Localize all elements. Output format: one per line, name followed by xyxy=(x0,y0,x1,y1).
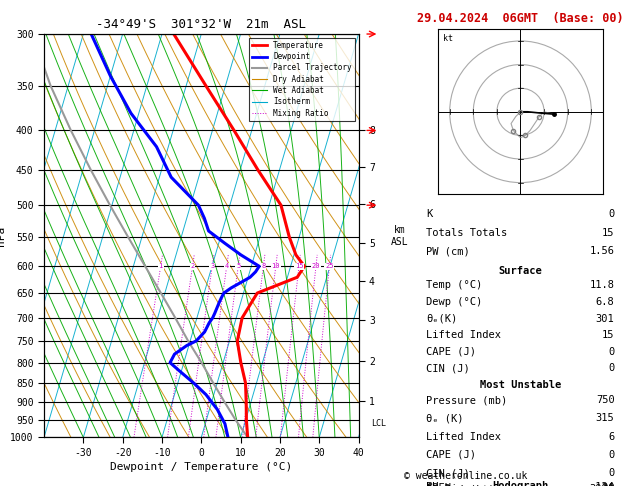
Text: PW (cm): PW (cm) xyxy=(426,246,470,256)
Text: © weatheronline.co.uk: © weatheronline.co.uk xyxy=(404,471,527,481)
Text: 1: 1 xyxy=(159,263,163,269)
Text: 20: 20 xyxy=(312,263,320,269)
Text: 0: 0 xyxy=(608,469,615,478)
Text: 2: 2 xyxy=(191,263,194,269)
Text: 315: 315 xyxy=(596,414,615,423)
Text: 8: 8 xyxy=(261,263,265,269)
Text: 11.8: 11.8 xyxy=(589,280,615,291)
Text: 5: 5 xyxy=(236,263,240,269)
Text: Lifted Index: Lifted Index xyxy=(426,330,501,340)
Text: Dewp (°C): Dewp (°C) xyxy=(426,297,482,307)
Text: SREH: SREH xyxy=(426,483,452,486)
Text: 301: 301 xyxy=(596,313,615,324)
Text: 6.8: 6.8 xyxy=(596,297,615,307)
Text: 750: 750 xyxy=(596,395,615,405)
Text: CIN (J): CIN (J) xyxy=(426,469,470,478)
Text: CAPE (J): CAPE (J) xyxy=(426,347,476,357)
Text: Totals Totals: Totals Totals xyxy=(426,228,508,238)
Text: Surface: Surface xyxy=(499,265,542,276)
Text: 0: 0 xyxy=(608,363,615,373)
Legend: Temperature, Dewpoint, Parcel Trajectory, Dry Adiabat, Wet Adiabat, Isotherm, Mi: Temperature, Dewpoint, Parcel Trajectory… xyxy=(248,38,355,121)
Text: StmDir: StmDir xyxy=(426,484,464,486)
Text: LCL: LCL xyxy=(371,419,386,428)
X-axis label: Dewpoint / Temperature (°C): Dewpoint / Temperature (°C) xyxy=(110,462,292,472)
Text: 15: 15 xyxy=(602,228,615,238)
Text: 15: 15 xyxy=(602,330,615,340)
Text: 3: 3 xyxy=(210,263,214,269)
Text: 29.04.2024  06GMT  (Base: 00): 29.04.2024 06GMT (Base: 00) xyxy=(417,12,624,25)
Y-axis label: km
ASL: km ASL xyxy=(391,225,409,246)
Text: Hodograph: Hodograph xyxy=(493,482,548,486)
Text: -124: -124 xyxy=(589,482,615,486)
Text: θₑ (K): θₑ (K) xyxy=(426,414,464,423)
Text: Most Unstable: Most Unstable xyxy=(480,381,561,390)
Text: 6: 6 xyxy=(608,432,615,442)
Text: -20: -20 xyxy=(596,483,615,486)
Text: 15: 15 xyxy=(295,263,303,269)
Text: 10: 10 xyxy=(272,263,280,269)
Text: 4: 4 xyxy=(225,263,229,269)
Text: 33: 33 xyxy=(602,485,615,486)
Title: -34°49'S  301°32'W  21m  ASL: -34°49'S 301°32'W 21m ASL xyxy=(96,18,306,32)
Text: θₑ(K): θₑ(K) xyxy=(426,313,458,324)
Text: StmSpd (kt): StmSpd (kt) xyxy=(426,485,495,486)
Text: CAPE (J): CAPE (J) xyxy=(426,450,476,460)
Text: Pressure (mb): Pressure (mb) xyxy=(426,395,508,405)
Text: 1.56: 1.56 xyxy=(589,246,615,256)
Text: 0: 0 xyxy=(608,209,615,219)
Y-axis label: hPa: hPa xyxy=(0,226,6,246)
Text: 25: 25 xyxy=(325,263,334,269)
Text: Lifted Index: Lifted Index xyxy=(426,432,501,442)
Text: EH: EH xyxy=(426,482,439,486)
Text: Temp (°C): Temp (°C) xyxy=(426,280,482,291)
Text: CIN (J): CIN (J) xyxy=(426,363,470,373)
Text: 0: 0 xyxy=(608,347,615,357)
Text: 308°: 308° xyxy=(589,484,615,486)
Text: 0: 0 xyxy=(608,450,615,460)
Text: K: K xyxy=(426,209,433,219)
Text: kt: kt xyxy=(443,34,453,43)
